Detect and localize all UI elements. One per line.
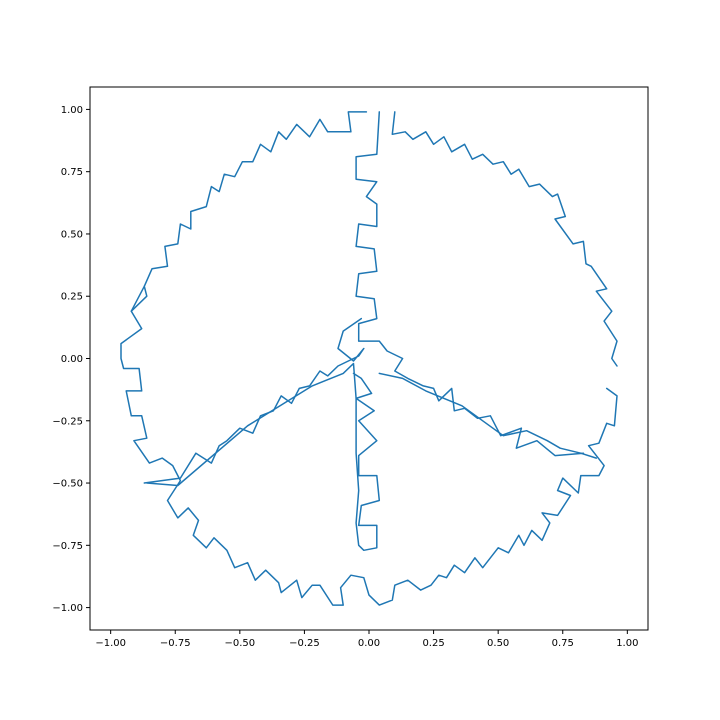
x-axis: −1.00 −0.75 −0.50 −0.25 0.00 0.25 0.50 0.75 1.00 (95, 630, 638, 649)
y-tick-label: −1.00 (52, 603, 83, 614)
y-tick-label: 0.75 (61, 167, 83, 178)
series-line-5 (146, 362, 381, 552)
y-tick-label: −0.75 (52, 541, 83, 552)
y-tick-label: 0.25 (61, 292, 83, 303)
y-tick-label: 0.50 (61, 229, 83, 240)
series-line-1 (120, 111, 618, 606)
series-line-6 (378, 372, 598, 459)
y-tick-label: 0.00 (61, 354, 83, 365)
y-tick-label: 1.00 (61, 105, 83, 116)
x-tick-label: −0.75 (160, 638, 191, 649)
x-tick-label: 0.50 (487, 638, 509, 649)
x-tick-label: −1.00 (95, 638, 126, 649)
y-tick-label: −0.50 (52, 479, 83, 490)
x-tick-label: −0.25 (289, 638, 320, 649)
series-line-2 (391, 111, 618, 367)
y-tick-label: −0.25 (52, 416, 83, 427)
series-line-4 (143, 317, 365, 484)
x-tick-label: 0.75 (552, 638, 574, 649)
plot-frame (89, 86, 649, 631)
series-line-7 (130, 285, 146, 312)
x-tick-label: −0.50 (225, 638, 256, 649)
series-layer (120, 111, 618, 606)
x-tick-label: 0.25 (422, 638, 444, 649)
x-tick-label: 0.00 (358, 638, 380, 649)
series-line-3 (355, 111, 585, 457)
x-tick-label: 1.00 (616, 638, 638, 649)
y-axis: −1.00 −0.75 −0.50 −0.25 0.00 0.25 0.50 0.75 1.00 (52, 105, 90, 614)
